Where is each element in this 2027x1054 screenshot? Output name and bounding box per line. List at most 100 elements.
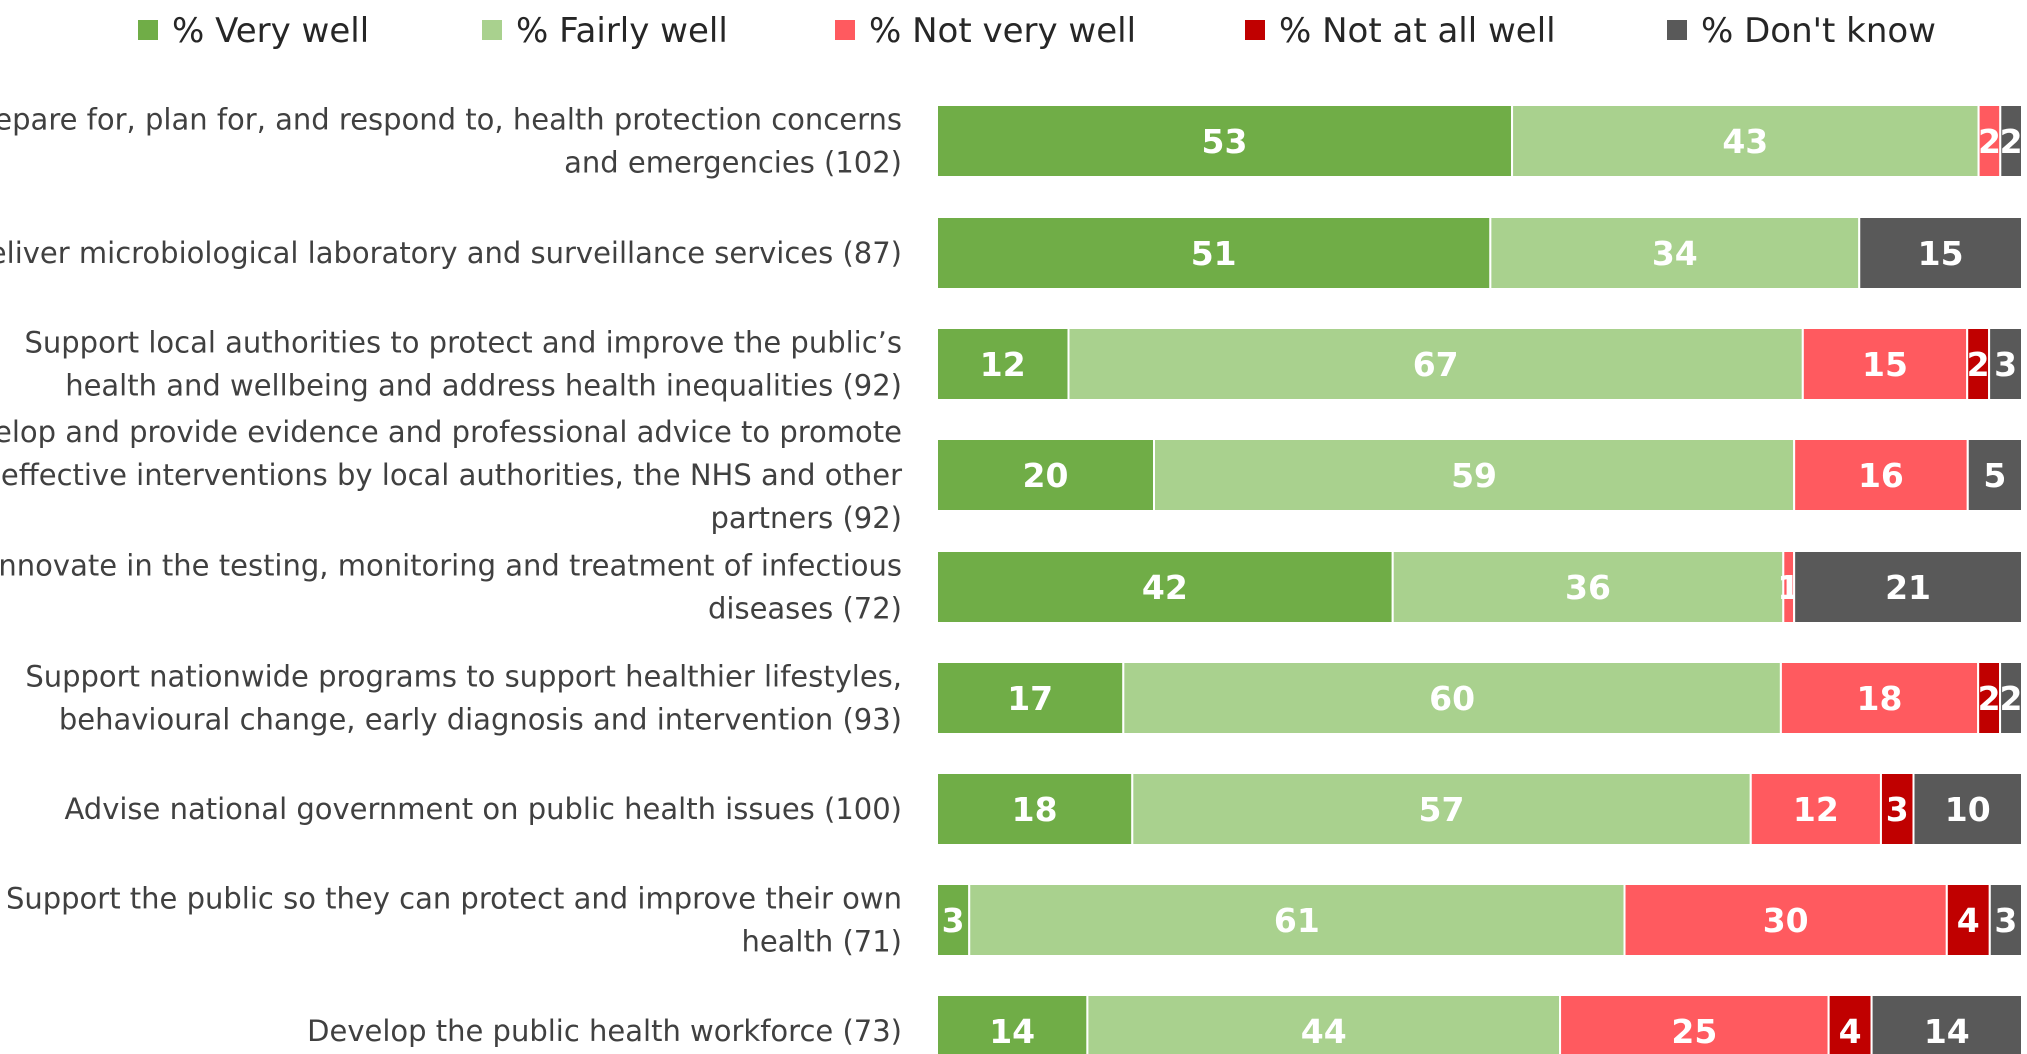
data-label: 2	[2000, 679, 2023, 718]
bar-segment	[936, 438, 1155, 512]
bar-segment	[936, 104, 1514, 178]
category-label: Support nationwide programs to support h…	[25, 660, 902, 737]
bar-segment	[1801, 327, 1969, 401]
data-label: 12	[980, 345, 1026, 384]
legend-label: % Fairly well	[516, 11, 728, 51]
data-label: 12	[1793, 790, 1839, 829]
data-label: 67	[1413, 345, 1459, 384]
bar-segment	[1559, 994, 1830, 1054]
legend-swatch	[835, 20, 855, 40]
legend-label: % Not at all well	[1279, 11, 1556, 51]
bar-segment	[1945, 883, 1991, 957]
category-label-line: Innovate in the testing, monitoring and …	[0, 549, 902, 583]
bar-segment	[1153, 438, 1796, 512]
category-label-line: Deliver microbiological laboratory and s…	[0, 236, 902, 270]
category-label-line: effective interventions by local authori…	[1, 458, 902, 492]
bar-segment	[1511, 104, 1980, 178]
legend-item: % Not at all well	[1245, 11, 1556, 51]
bar-segment	[1858, 216, 2023, 290]
data-label: 42	[1142, 568, 1188, 607]
legend-swatch	[1245, 20, 1265, 40]
legend: % Very well % Fairly well % Not very well%…	[138, 11, 1936, 51]
legend-item: % Not very well	[835, 11, 1136, 51]
legend-swatch	[482, 20, 502, 40]
bar-segment	[936, 772, 1134, 846]
bar-segment	[1870, 994, 2024, 1054]
data-label: 44	[1301, 1012, 1347, 1051]
bar-segment	[1988, 883, 2023, 957]
bar-segment	[1999, 104, 2024, 178]
data-label: 60	[1429, 679, 1475, 718]
data-label: 2	[2000, 122, 2023, 161]
category-label-line: health (71)	[741, 925, 902, 959]
bar-segment	[1391, 550, 1785, 624]
category-label-line: behavioural change, early diagnosis and …	[59, 703, 902, 737]
data-label: 17	[1007, 679, 1053, 718]
legend-item: % Fairly well	[482, 11, 728, 51]
data-label: 14	[1924, 1012, 1970, 1051]
bar-segment	[1912, 772, 2023, 846]
data-label: 18	[1857, 679, 1903, 718]
data-label: 59	[1451, 456, 1497, 495]
data-label: 14	[989, 1012, 1035, 1051]
bar-segment	[936, 883, 971, 957]
bar-segment	[1793, 550, 2024, 624]
bar-segment	[936, 550, 1394, 624]
legend-label: % Not very well	[869, 11, 1136, 51]
bar-segment	[1067, 327, 1804, 401]
category-label-line: Support nationwide programs to support h…	[25, 660, 902, 694]
bar-segment	[1827, 994, 1873, 1054]
data-label: 36	[1565, 568, 1611, 607]
data-label: 3	[1994, 901, 2017, 940]
category-label-line: Prepare for, plan for, and respond to, h…	[0, 103, 902, 137]
data-label: 2	[1978, 122, 2001, 161]
category-label-line: diseases (72)	[708, 592, 902, 626]
legend-label: % Don't know	[1701, 11, 1936, 51]
bar-segment	[1131, 772, 1752, 846]
category-label-line: Support the public so they can protect a…	[6, 882, 902, 916]
bar-segment	[1779, 661, 1980, 735]
data-label: 3	[1994, 345, 2017, 384]
data-label: 21	[1885, 568, 1931, 607]
data-label: 4	[1839, 1012, 1862, 1051]
bar-segment	[1489, 216, 1861, 290]
data-label: 2	[1967, 345, 1990, 384]
category-labels: Prepare for, plan for, and respond to, h…	[0, 103, 902, 1049]
legend-item: % Don't know	[1667, 11, 1936, 51]
data-label: 57	[1419, 790, 1465, 829]
data-label: 15	[1862, 345, 1908, 384]
category-label-line: health and wellbeing and address health …	[65, 369, 902, 403]
category-label: Deliver microbiological laboratory and s…	[0, 236, 902, 270]
data-label: 5	[1983, 456, 2006, 495]
category-label-line: Develop the public health workforce (73)	[307, 1014, 902, 1048]
bar-segment	[1122, 661, 1782, 735]
category-label-line: partners (92)	[711, 501, 902, 535]
data-label: 3	[942, 901, 965, 940]
bar-segment	[1623, 883, 1948, 957]
bar-segment	[1966, 438, 2023, 512]
data-label: 61	[1274, 901, 1320, 940]
bar-segment	[936, 661, 1125, 735]
category-label: Develop and provide evidence and profess…	[0, 415, 902, 535]
data-label: 43	[1722, 122, 1768, 161]
data-label: 2	[1978, 679, 2001, 718]
category-label: Innovate in the testing, monitoring and …	[0, 549, 902, 626]
legend-label: % Very well	[172, 11, 369, 51]
bar-segment	[968, 883, 1626, 957]
bar-segment	[936, 994, 1089, 1054]
category-label-line: Develop and provide evidence and profess…	[0, 415, 902, 449]
data-label: 18	[1012, 790, 1058, 829]
data-label: 53	[1202, 122, 1248, 161]
data-label: 15	[1918, 234, 1964, 273]
legend-swatch	[1667, 20, 1687, 40]
data-label: 34	[1652, 234, 1698, 273]
data-label: 3	[1886, 790, 1909, 829]
bar-segment	[1999, 661, 2024, 735]
category-label: Support the public so they can protect a…	[6, 882, 902, 959]
bar-segment	[1086, 994, 1562, 1054]
data-label: 4	[1957, 901, 1980, 940]
data-label: 51	[1191, 234, 1237, 273]
